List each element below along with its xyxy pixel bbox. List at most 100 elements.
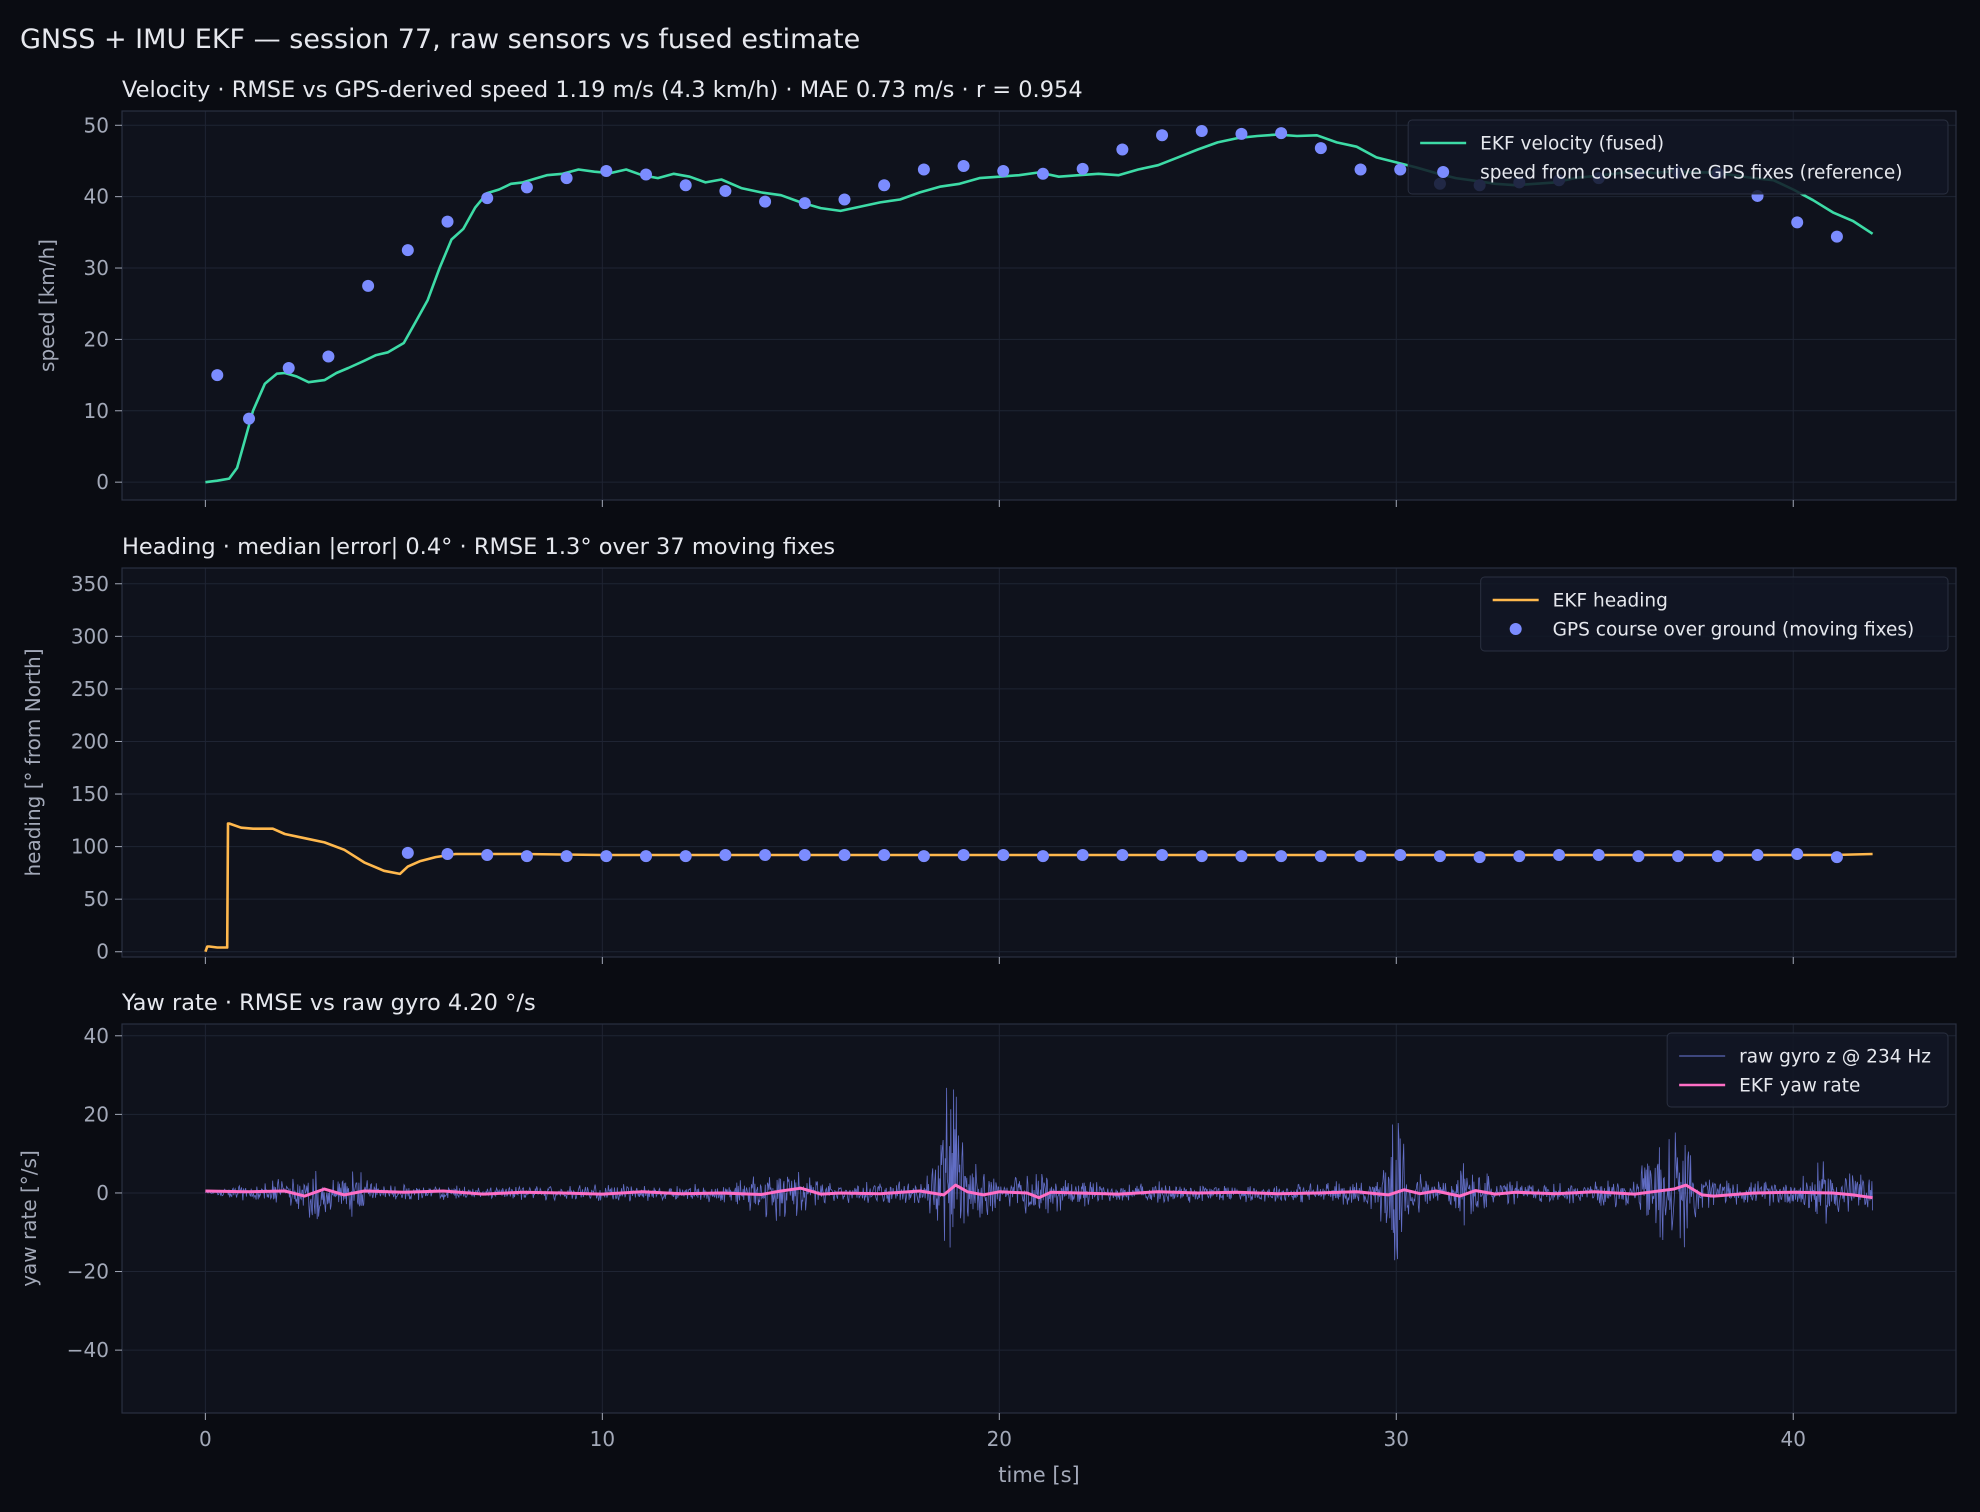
plot-border [121,110,1957,501]
data-point [282,361,295,374]
data-point [1195,850,1208,863]
data-point [481,192,494,205]
y-tick-label: 200 [71,729,109,753]
legend-label: EKF velocity (fused) [1480,134,1664,155]
x-tick-label: 30 [1384,1427,1409,1451]
legend: EKF heading GPS course over ground (movin… [1480,576,1949,652]
data-point [957,159,970,172]
data-point [1830,230,1843,243]
y-tick-label: −40 [67,1338,109,1362]
legend-label: EKF heading [1553,591,1668,612]
data-point [1275,850,1288,863]
data-point [1354,850,1367,863]
data-point [878,179,891,192]
data-point [719,184,732,197]
data-point [1791,216,1804,229]
legend-label: GPS course over ground (moving fixes) [1553,620,1915,641]
x-tick-label: 20 [987,1427,1012,1451]
data-point [878,849,891,862]
data-point [441,215,454,228]
y-tick-label: 300 [71,624,109,648]
x-tick-label: 40 [1781,1427,1806,1451]
y-tick-label: 350 [71,572,109,596]
data-point [798,849,811,862]
legend: EKF velocity (fused) speed from consecuti… [1407,119,1949,195]
data-point [243,412,256,425]
data-point [1830,851,1843,864]
data-point [1672,850,1685,863]
y-tick-label: 40 [84,1024,109,1048]
data-point [679,850,692,863]
y-tick-label: 0 [96,470,109,494]
y-axis-label: speed [km/h] [35,239,59,372]
data-point [600,164,613,177]
data-point [917,163,930,176]
y-tick-label: 30 [84,256,109,280]
y-axis-label: yaw rate [°/s] [17,1150,41,1287]
y-tick-label: 40 [84,185,109,209]
data-point [401,244,414,257]
data-point [838,193,851,206]
data-point [520,181,533,194]
y-axis-label: heading [° from North] [21,648,45,876]
legend-marker [1437,166,1450,178]
y-tick-label: 150 [71,782,109,806]
data-point [560,850,573,863]
data-point [1036,167,1049,180]
data-point [1513,850,1526,863]
legend-label: speed from consecutive GPS fixes (refere… [1480,163,1902,184]
data-point [600,850,613,863]
y-tick-label: −20 [67,1260,109,1284]
y-tick-label: 20 [84,1102,109,1126]
y-tick-label: 100 [71,835,109,859]
data-point [1394,849,1407,862]
panel-title: Heading · median |error| 0.4° · RMSE 1.3… [122,534,835,560]
data-point [759,195,772,208]
data-point [759,849,772,862]
x-tick-label: 10 [590,1427,615,1451]
y-tick-label: 0 [96,1181,109,1205]
data-point [1473,851,1486,864]
y-tick-label: 20 [84,327,109,351]
series-layer [204,822,1873,953]
legend-label: EKF yaw rate [1739,1076,1860,1097]
legend-marker [1509,623,1522,635]
data-point [1116,143,1129,156]
data-point [838,849,851,862]
series-line-ekf-yaw-rate [205,1183,1873,1200]
data-point [719,849,732,862]
data-point [401,846,414,859]
panel-2: 0 50 100 150 200 250 300 350 Heading · median |e… [21,534,1957,964]
data-point [1314,850,1327,863]
data-point [798,197,811,210]
legend-label: raw gyro z @ 234 Hz [1739,1047,1931,1068]
data-point [1433,850,1446,863]
data-point [1632,850,1645,863]
data-point [1156,129,1169,142]
data-point [1314,142,1327,155]
x-axis-label: time [s] [998,1463,1079,1487]
panel-1: 0 10 20 30 40 50 Velocity · RMSE vs GPS-derive… [35,77,1957,507]
data-point [520,850,533,863]
data-point [917,850,930,863]
data-point [679,179,692,192]
y-tick-label: 10 [84,399,109,423]
panel-3: 40 20 0 −20 −40 0 10 20 30 40 Yaw rate · RMSE vs r… [17,990,1957,1487]
data-point [1394,163,1407,176]
data-point [1235,127,1248,140]
data-point [1791,847,1804,860]
data-point [1195,124,1208,137]
plot-border [121,567,1957,958]
data-point [362,279,375,292]
x-tick-label: 0 [199,1427,212,1451]
data-point [957,849,970,862]
data-point [1076,849,1089,862]
legend-box [1480,576,1949,652]
y-tick-label: 50 [84,887,109,911]
legend-box [1666,1032,1949,1108]
figure-title: GNSS + IMU EKF — session 77, raw sensors… [20,24,861,55]
y-tick-label: 50 [84,113,109,137]
data-point [1592,849,1605,862]
data-point [1156,849,1169,862]
